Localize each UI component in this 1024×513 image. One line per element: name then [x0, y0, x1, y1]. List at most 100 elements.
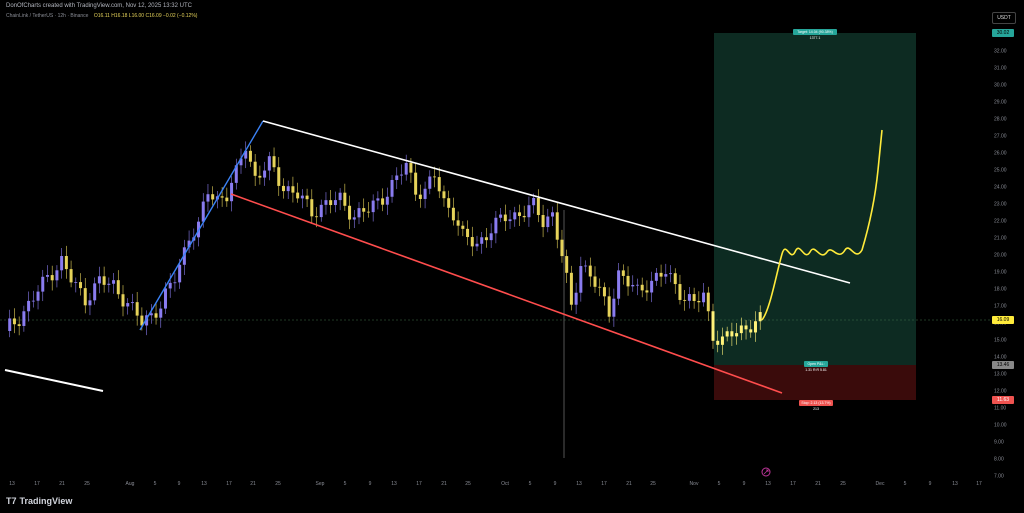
x-tick-label: 13	[765, 481, 771, 487]
ohlc-values: O16.11 H16.18 L16.00 C16.09 −0.02 (−0.12…	[93, 13, 198, 19]
candle-up	[333, 200, 337, 206]
resistance-line	[262, 120, 851, 284]
tradingview-logo[interactable]: T7 TradingView	[6, 496, 72, 506]
candle-down	[730, 331, 734, 337]
y-tick-label: 25.00	[994, 168, 1007, 174]
target-zone	[714, 33, 916, 365]
candle-up	[385, 196, 389, 205]
x-tick-label: 13	[9, 481, 15, 487]
y-tick-label: 7.00	[994, 474, 1004, 480]
y-tick-label: 11.00	[994, 406, 1006, 412]
last-price-tag: 16.09	[992, 316, 1014, 324]
candle-down	[291, 186, 295, 193]
candle-up	[612, 298, 616, 317]
x-tick-label: 9	[178, 481, 181, 487]
candle-down	[154, 313, 158, 318]
y-tick-label: 17.00	[994, 304, 1007, 310]
footer-bar: T7 TradingView	[0, 492, 1024, 513]
candle-down	[697, 300, 701, 303]
candle-down	[296, 192, 300, 199]
candle-up	[352, 217, 356, 220]
candle-up	[36, 291, 40, 301]
candle-up	[88, 300, 92, 306]
candle-up	[650, 280, 654, 293]
candle-down	[305, 195, 309, 200]
target-label: Target: 14.04 (90.38%) 1377.1	[793, 29, 837, 40]
candle-up	[159, 308, 163, 318]
x-tick-label: 25	[275, 481, 281, 487]
candle-up	[584, 265, 588, 267]
candle-up	[669, 273, 673, 275]
alert-icon[interactable]	[761, 467, 771, 477]
candle-down	[598, 286, 602, 288]
candle-down	[17, 324, 21, 326]
y-tick-label: 8.00	[994, 457, 1004, 463]
candle-up	[758, 312, 762, 322]
candle-down	[683, 299, 687, 301]
x-tick-label: 21	[815, 481, 821, 487]
x-tick-label: Oct	[501, 481, 509, 487]
candle-down	[79, 282, 83, 289]
candle-up	[234, 165, 238, 183]
candle-up	[187, 240, 191, 248]
candle-up	[126, 303, 130, 307]
candle-up	[97, 276, 101, 284]
x-tick-label: 21	[59, 481, 65, 487]
candle-down	[418, 194, 422, 199]
y-tick-label: 28.00	[994, 117, 1007, 123]
candle-down	[121, 294, 125, 307]
candle-up	[725, 331, 729, 337]
symbol-name: ChainLink / TetherUS · 12h · Binance	[6, 13, 89, 19]
candle-down	[433, 176, 437, 178]
candle-up	[664, 274, 668, 277]
candle-down	[607, 296, 611, 317]
candle-down	[442, 191, 446, 199]
y-tick-label: 9.00	[994, 440, 1004, 446]
candle-up	[107, 283, 111, 285]
candle-up	[8, 318, 12, 331]
currency-button[interactable]: USDT	[992, 12, 1016, 24]
x-tick-label: 13	[576, 481, 582, 487]
target-price-tag: 30.02	[992, 29, 1014, 37]
candle-down	[272, 156, 276, 168]
candle-up	[702, 292, 706, 303]
candle-up	[574, 292, 578, 305]
stop-price-tag: 11.63	[992, 396, 1014, 404]
candle-up	[532, 198, 536, 206]
y-tick-label: 12.00	[994, 389, 1007, 395]
candle-up	[267, 156, 271, 171]
candle-up	[173, 282, 177, 284]
y-tick-label: 21.00	[994, 236, 1007, 242]
y-tick-label: 14.00	[994, 355, 1007, 361]
candle-up	[60, 256, 64, 271]
entry-label: Open P&L: 1.31 R:R 5.81	[804, 361, 828, 372]
candle-up	[338, 192, 342, 201]
candle-up	[753, 321, 757, 333]
candle-up	[527, 205, 531, 218]
candle-down	[102, 276, 106, 285]
candle-up	[631, 284, 635, 287]
candle-up	[390, 179, 394, 197]
candle-down	[517, 212, 521, 216]
candle-down	[281, 185, 285, 192]
y-tick-label: 26.00	[994, 151, 1007, 157]
x-tick-label: 9	[554, 481, 557, 487]
candle-down	[329, 200, 333, 206]
candle-down	[536, 198, 540, 216]
candle-down	[140, 315, 144, 326]
candle-up	[239, 158, 243, 166]
candle-up	[55, 270, 59, 281]
alert-icon-glyph	[763, 469, 769, 475]
candle-up	[230, 182, 234, 202]
candle-up	[263, 170, 267, 178]
candle-down	[456, 220, 460, 226]
candle-up	[201, 201, 205, 222]
candle-down	[362, 208, 366, 212]
candle-up	[635, 284, 639, 286]
candle-down	[258, 175, 262, 178]
support-line	[230, 193, 783, 394]
entry-price-tag: 13.46	[992, 361, 1014, 369]
candle-down	[135, 302, 139, 316]
candle-up	[735, 333, 739, 337]
